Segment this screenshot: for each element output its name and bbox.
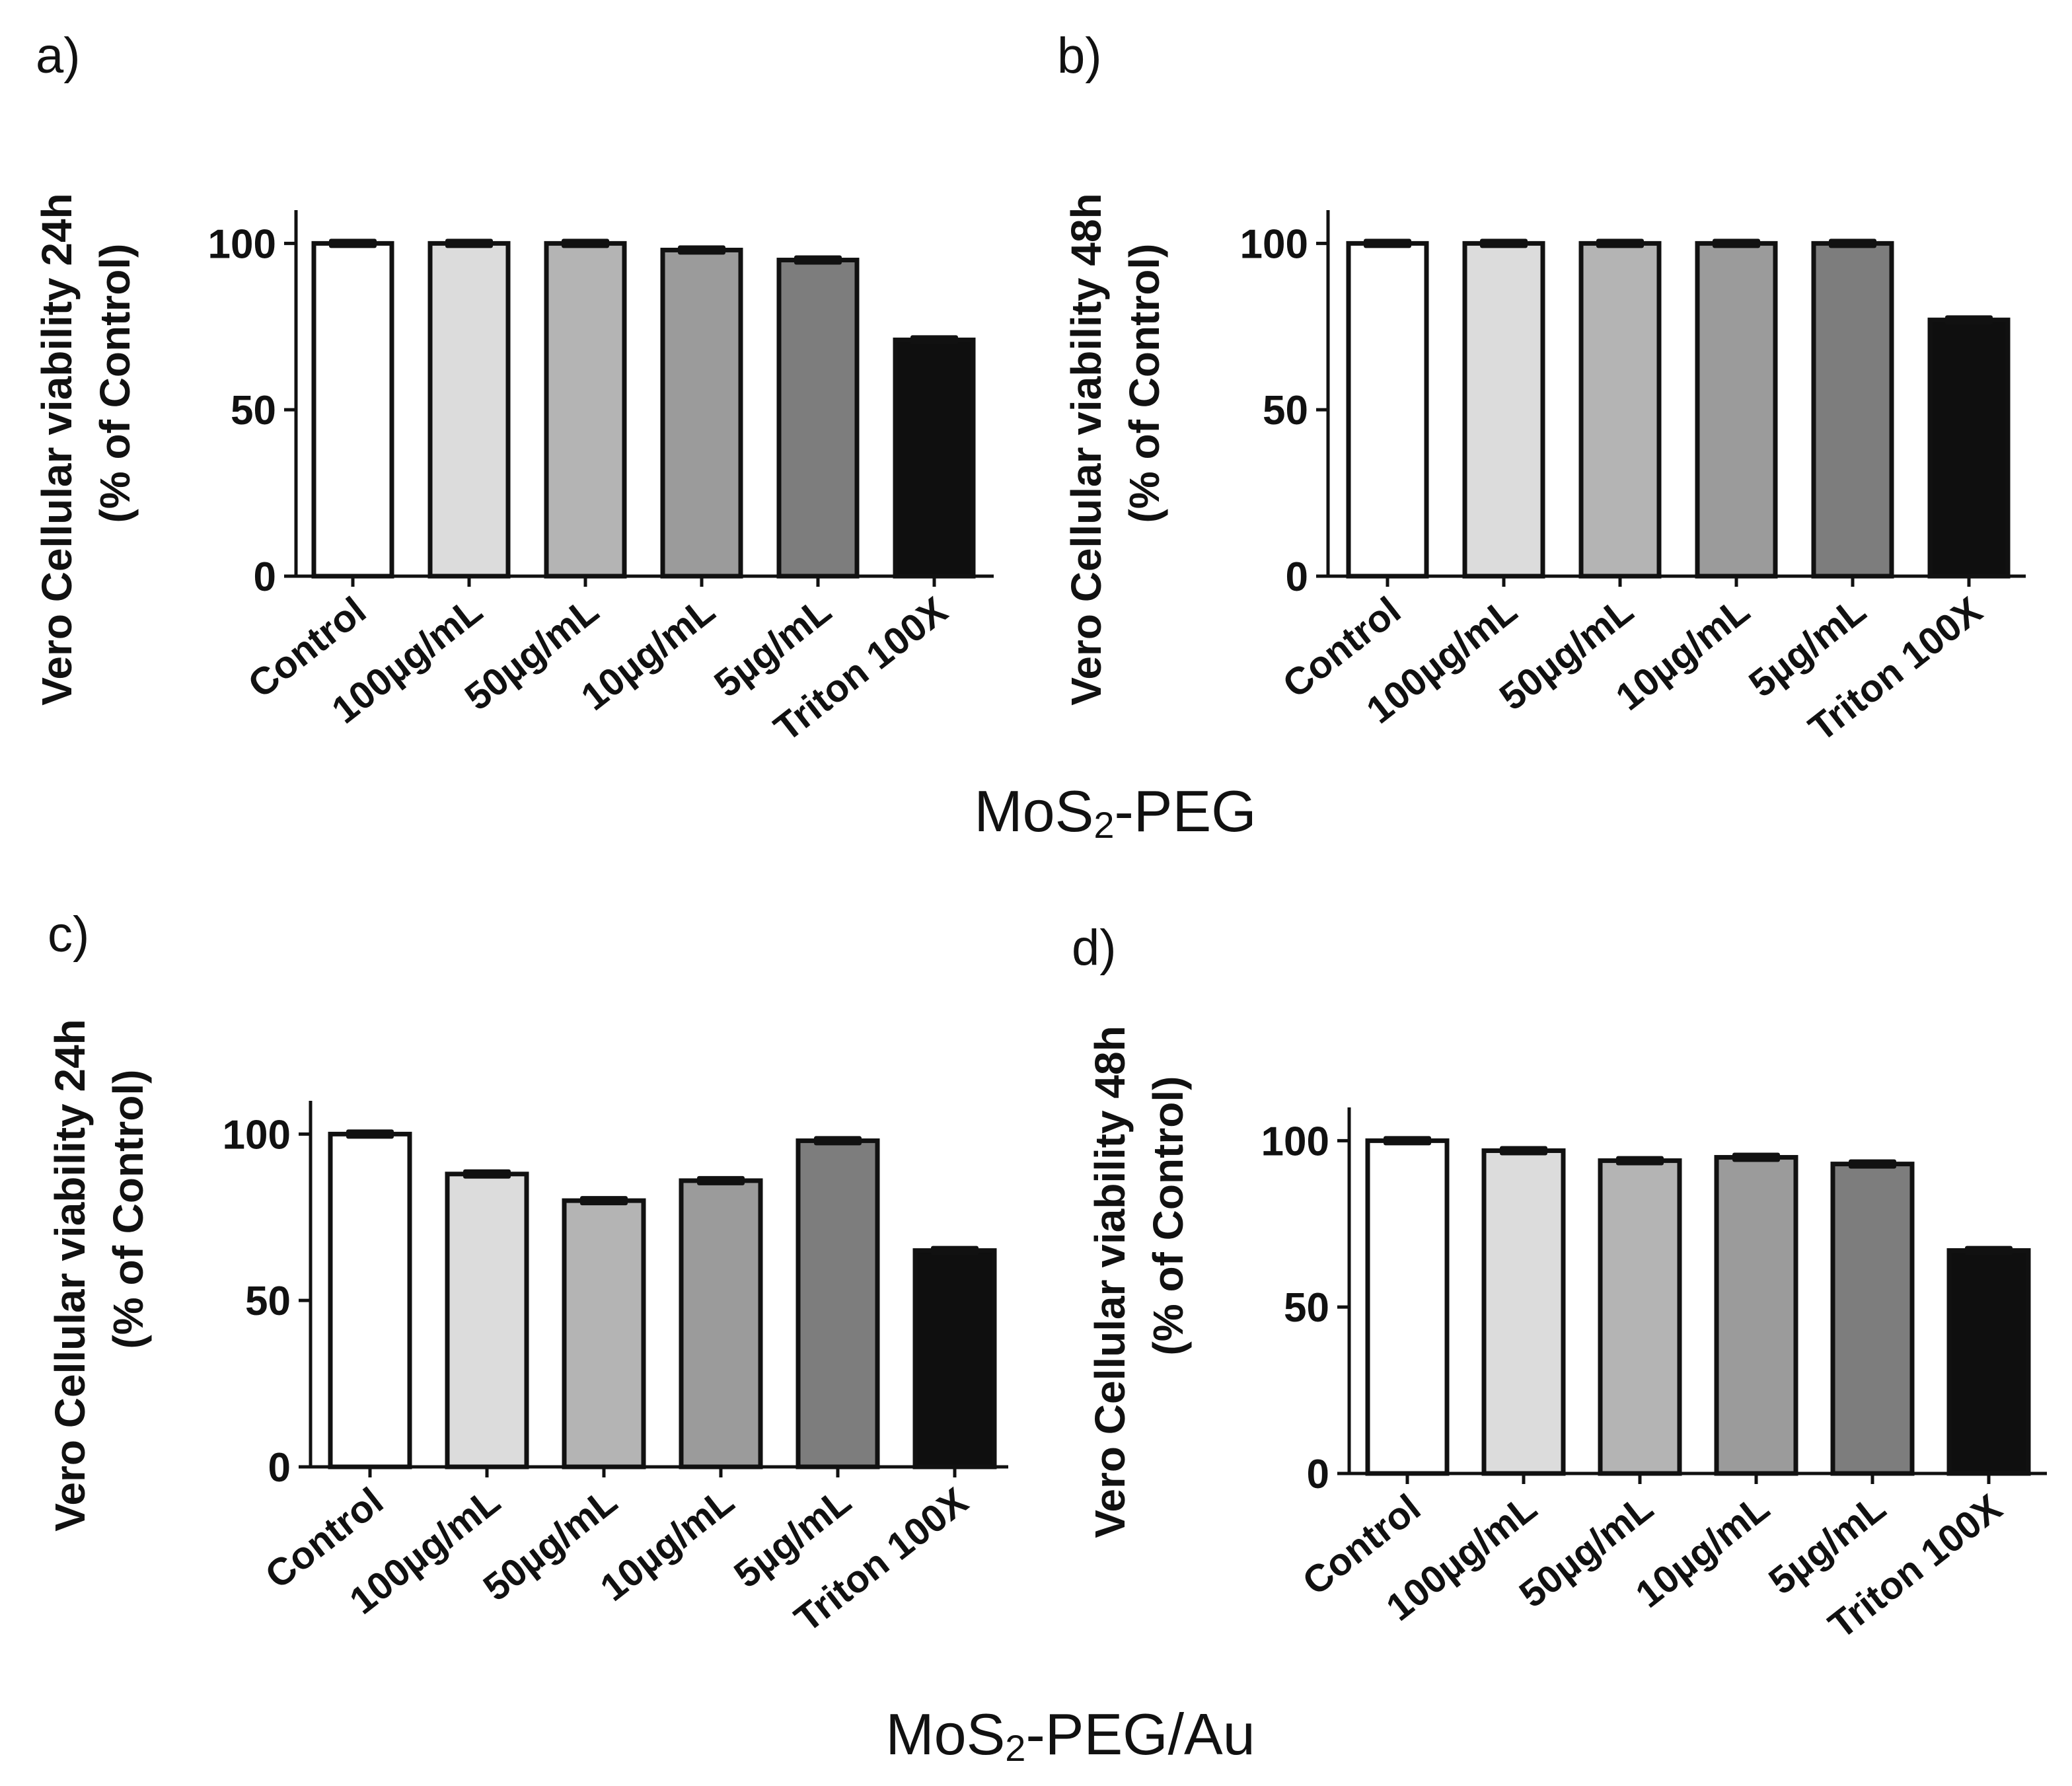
bar-4	[1714, 1155, 1798, 1476]
error-bar-5	[1829, 239, 1876, 248]
x-category-label: 10µg/mL	[1608, 589, 1758, 719]
y-tick-label: 0	[1307, 1452, 1329, 1497]
error-bar-4	[1713, 239, 1760, 248]
bar-5	[1811, 241, 1894, 579]
chart-panel-3: c) Vero Cellular viability 24h (% of Contr…	[46, 907, 1008, 1641]
bar-5	[796, 1138, 880, 1470]
bar-1	[1346, 241, 1429, 579]
y-tick-label: 0	[268, 1445, 291, 1491]
error-bar-4	[697, 1175, 745, 1185]
bar-3	[1578, 241, 1662, 579]
group-title-top: MoS2-PEG	[974, 778, 1256, 846]
x-category-label: 10µg/mL	[574, 589, 723, 719]
y-tick-label: 100	[1240, 221, 1308, 267]
x-category-label: 10µg/mL	[1628, 1486, 1777, 1616]
bar-2	[445, 1172, 529, 1470]
chart-panel-2: b) Vero Cellular viability 48h (% of Contr…	[1057, 28, 2026, 750]
error-bar-1	[1384, 1136, 1431, 1146]
y-tick-label: 50	[245, 1279, 291, 1324]
bar-5	[776, 258, 860, 579]
y-axis-subtitle: (% of Control)	[104, 1070, 152, 1349]
chart-panel-4: d) Vero Cellular viability 48h (% of Contr…	[1072, 920, 2047, 1647]
error-bar-3	[1616, 1156, 1664, 1166]
bar-6	[1946, 1248, 2031, 1476]
y-axis-subtitle: (% of Control)	[1121, 244, 1168, 523]
y-tick-label: 100	[208, 221, 276, 267]
error-bar-6	[910, 335, 958, 345]
panel-label: c)	[48, 907, 89, 963]
error-bar-1	[346, 1129, 394, 1139]
error-bar-6	[931, 1246, 979, 1255]
y-tick-label: 100	[223, 1112, 291, 1158]
y-axis-subtitle: (% of Control)	[1144, 1076, 1192, 1356]
y-tick-label: 50	[1263, 388, 1308, 433]
error-bar-3	[562, 239, 609, 248]
bar-5	[1830, 1162, 1915, 1476]
bar-6	[893, 337, 976, 579]
bar-1	[1365, 1138, 1450, 1476]
error-bar-5	[794, 255, 842, 265]
group-title-bottom: MoS2-PEG/Au	[885, 1701, 1255, 1769]
bar-4	[1695, 241, 1778, 579]
error-bar-4	[1732, 1152, 1780, 1162]
error-bar-2	[463, 1169, 511, 1179]
bar-2	[1481, 1148, 1566, 1476]
bar-1	[328, 1131, 412, 1470]
bar-4	[679, 1178, 763, 1470]
y-tick-label: 100	[1261, 1119, 1329, 1164]
y-tick-label: 50	[1284, 1285, 1329, 1331]
panel-label: b)	[1057, 28, 1102, 84]
error-bar-2	[445, 239, 493, 248]
y-tick-label: 0	[254, 554, 276, 600]
y-axis-title: Vero Cellular viability 48h	[1062, 193, 1110, 705]
panel-label: a)	[36, 28, 81, 84]
error-bar-5	[1849, 1159, 1896, 1169]
error-bar-3	[580, 1196, 628, 1206]
error-bar-2	[1480, 239, 1528, 248]
x-category-label: 10µg/mL	[593, 1479, 742, 1610]
error-bar-6	[1945, 315, 1993, 325]
chart-panel-1: a) Vero Cellular viability 24h (% of Contr…	[33, 28, 994, 750]
x-category-label: 50µg/mL	[476, 1479, 625, 1610]
error-bar-5	[814, 1136, 862, 1146]
y-axis-subtitle: (% of Control)	[91, 244, 139, 523]
panel-label: d)	[1072, 920, 1117, 976]
y-axis-title: Vero Cellular viability 48h	[1086, 1025, 1134, 1538]
error-bar-1	[329, 239, 377, 248]
bar-1	[311, 241, 394, 579]
bar-2	[1462, 241, 1545, 579]
y-tick-label: 50	[231, 388, 276, 433]
error-bar-1	[1364, 239, 1411, 248]
error-bar-6	[1965, 1246, 2013, 1255]
bar-3	[1598, 1158, 1682, 1476]
bar-3	[562, 1198, 646, 1470]
error-bar-4	[678, 245, 725, 255]
y-axis-title: Vero Cellular viability 24h	[46, 1019, 94, 1531]
bar-3	[544, 241, 627, 579]
bar-6	[912, 1248, 997, 1470]
error-bar-2	[1500, 1146, 1547, 1156]
bar-2	[427, 241, 511, 579]
y-axis-title: Vero Cellular viability 24h	[33, 193, 81, 705]
bar-6	[1927, 317, 2011, 579]
error-bar-3	[1596, 239, 1644, 248]
y-tick-label: 0	[1286, 554, 1308, 600]
bar-4	[660, 247, 743, 579]
